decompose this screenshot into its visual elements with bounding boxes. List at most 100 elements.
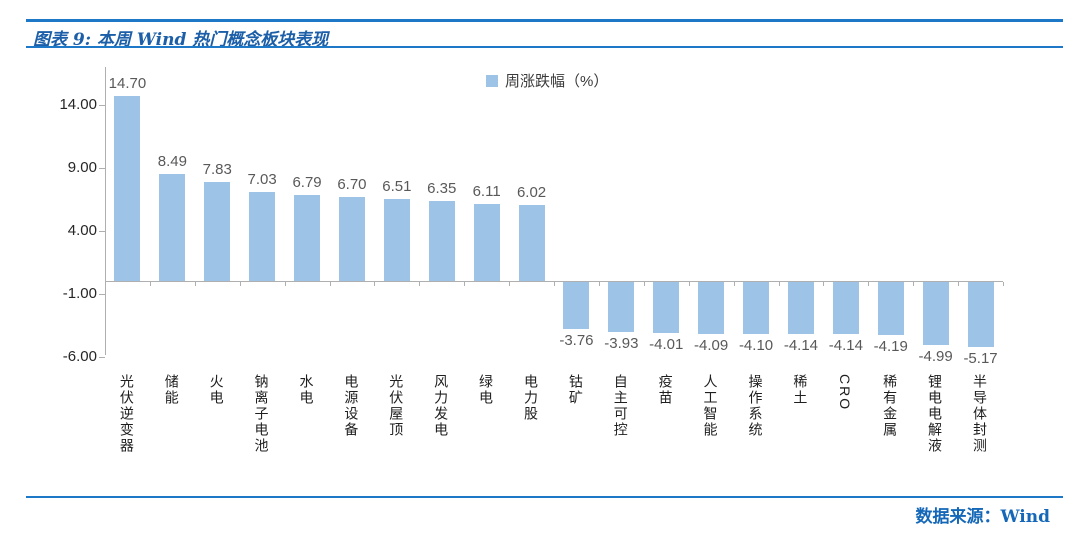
category-label: 火电 <box>208 374 225 406</box>
x-axis-tick <box>1003 282 1004 286</box>
category-label: 半导体封测 <box>971 374 988 454</box>
bar <box>518 205 545 281</box>
category-label: 钴矿 <box>567 374 584 406</box>
category-label: 疫苗 <box>657 374 674 406</box>
category-label: 风力发电 <box>433 374 450 438</box>
title-divider <box>26 46 1063 48</box>
category-label: 储能 <box>163 374 180 406</box>
bar <box>877 282 904 335</box>
category-label: 水电 <box>298 374 315 406</box>
bar <box>383 198 410 281</box>
bar <box>294 195 321 281</box>
y-axis-line <box>105 67 106 355</box>
x-axis-tick <box>688 282 690 286</box>
bar <box>653 282 680 333</box>
bar-value-label: 6.51 <box>382 177 412 195</box>
bar <box>473 204 500 281</box>
bar-value-label: 14.70 <box>108 74 147 92</box>
bar-value-label: 6.70 <box>337 175 367 193</box>
y-axis-tick-label: 14.00 <box>59 95 97 113</box>
y-axis-tick <box>99 356 105 358</box>
x-axis-tick <box>194 282 196 286</box>
bar <box>698 282 725 334</box>
y-axis-tick-label: -1.00 <box>62 284 97 302</box>
x-axis-line <box>105 281 1003 282</box>
bar <box>967 282 994 348</box>
bar-value-label: -4.99 <box>918 347 953 365</box>
x-axis-tick <box>643 282 645 286</box>
legend-swatch-icon <box>486 74 498 87</box>
bottom-divider <box>26 496 1063 498</box>
bar-value-label: 7.03 <box>247 171 277 189</box>
y-axis-tick-label: 4.00 <box>67 221 97 239</box>
bar <box>114 95 141 281</box>
category-label: 钠离子电池 <box>253 374 270 454</box>
chart-legend: 周涨跌幅（%） <box>486 70 608 91</box>
bar <box>204 182 231 281</box>
y-axis-tick <box>99 230 105 232</box>
bar <box>832 282 859 335</box>
bar-value-label: 7.83 <box>202 161 232 179</box>
x-axis-tick <box>554 282 555 286</box>
bar <box>249 192 276 281</box>
bar <box>743 282 770 334</box>
bar-value-label: 6.79 <box>292 174 322 192</box>
legend-label: 周涨跌幅（%） <box>505 73 609 90</box>
category-label: 电源设备 <box>343 374 360 438</box>
y-axis-tick <box>99 167 105 169</box>
bar-value-label: -4.10 <box>738 336 774 354</box>
x-axis-tick <box>329 282 331 286</box>
bar-value-label: -4.19 <box>873 337 908 355</box>
bar-value-label: -3.76 <box>559 332 594 350</box>
bar-value-label: -5.17 <box>963 350 998 368</box>
x-axis-tick <box>374 282 376 286</box>
category-label: 自主可控 <box>612 374 629 438</box>
category-label: 稀有金属 <box>882 374 899 438</box>
x-axis-tick <box>105 282 106 286</box>
bar <box>922 282 949 345</box>
category-label: 光伏屋顶 <box>388 374 405 438</box>
category-label: 稀土 <box>792 374 809 406</box>
category-label: 光伏逆变器 <box>118 374 135 454</box>
x-axis-tick <box>958 282 960 286</box>
bar-value-label: 6.02 <box>516 184 547 202</box>
category-label: 操作系统 <box>747 374 764 438</box>
bar <box>428 200 455 281</box>
bar <box>787 282 814 335</box>
x-axis-tick <box>464 282 466 286</box>
category-label: 绿电 <box>478 374 495 406</box>
top-divider <box>26 19 1063 22</box>
bar-value-label: 6.11 <box>472 183 501 200</box>
x-axis-tick <box>598 282 600 286</box>
bar-value-label: -4.09 <box>694 336 729 354</box>
data-source: 数据来源：Wind <box>915 507 1051 527</box>
category-label: 电力股 <box>522 374 539 422</box>
x-axis-tick <box>419 282 421 286</box>
x-axis-tick <box>284 282 286 286</box>
category-label: CRO <box>837 374 854 412</box>
y-axis-tick-label: 9.00 <box>67 158 97 176</box>
x-axis-tick <box>239 282 241 286</box>
bar-value-label: 6.35 <box>427 179 457 197</box>
figure-title: 图表 9: 本周 Wind 热门概念板块表现 <box>33 30 329 50</box>
bar-value-label: -4.14 <box>783 337 819 355</box>
x-axis-tick <box>913 282 915 286</box>
x-axis-tick <box>149 282 151 286</box>
bar <box>608 282 635 332</box>
x-axis-tick <box>868 282 870 286</box>
x-axis-tick <box>509 282 511 286</box>
y-axis-tick-label: -6.00 <box>62 347 97 365</box>
category-label: 锂电电解液 <box>927 374 944 454</box>
bar <box>159 174 186 281</box>
y-axis-tick <box>99 104 105 106</box>
bar-value-label: -4.14 <box>828 337 863 355</box>
bar-value-label: 8.49 <box>157 153 187 171</box>
x-axis-tick <box>778 282 780 286</box>
bar <box>563 282 590 330</box>
bar-value-label: -3.93 <box>604 334 639 352</box>
x-axis-tick <box>733 282 735 286</box>
category-label: 人工智能 <box>702 374 719 438</box>
y-axis-tick <box>99 293 105 295</box>
